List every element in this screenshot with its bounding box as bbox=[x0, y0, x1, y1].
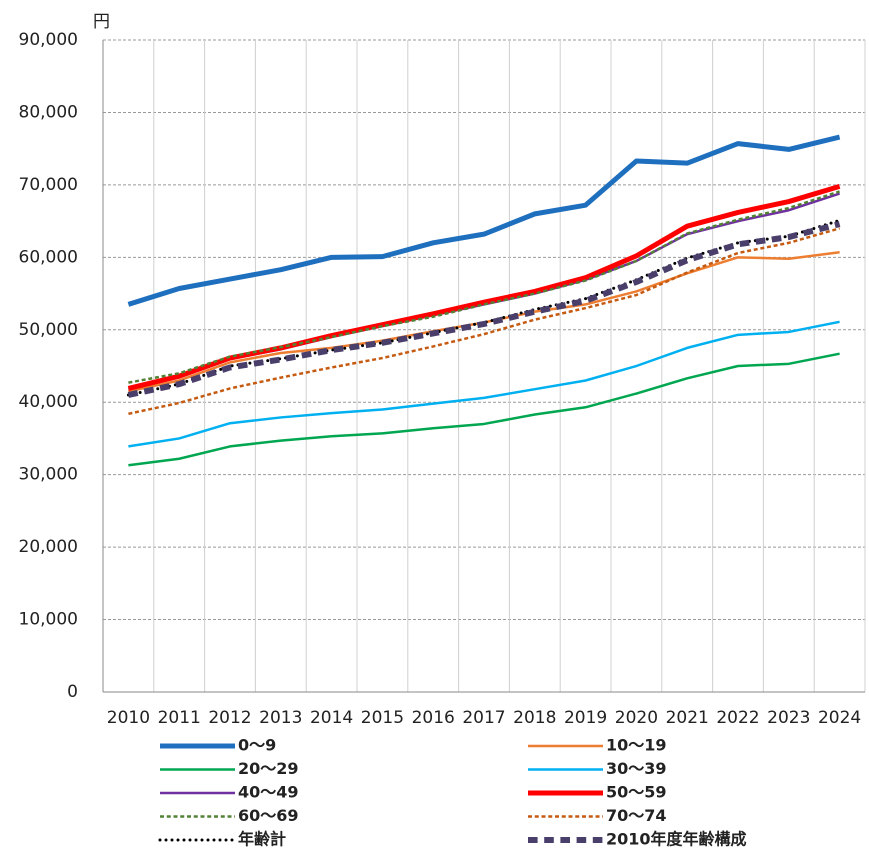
x-tick-label: 2012 bbox=[208, 708, 251, 728]
x-tick-label: 2016 bbox=[412, 708, 455, 728]
x-tick-label: 2022 bbox=[716, 708, 759, 728]
legend-label: 60〜69 bbox=[238, 806, 299, 825]
y-tick-label: 0 bbox=[67, 682, 78, 702]
legend-label: 70〜74 bbox=[606, 806, 667, 825]
legend-label: 10〜19 bbox=[606, 736, 667, 755]
x-tick-label: 2011 bbox=[158, 708, 201, 728]
x-tick-label: 2017 bbox=[462, 708, 505, 728]
legend-label: 年齢計 bbox=[238, 830, 286, 848]
legend: 0〜9 10〜19 20〜29 30〜39 40〜49 50〜59 60〜69 70〜74 年齢… bbox=[158, 736, 747, 848]
x-tick-label: 2015 bbox=[361, 708, 404, 728]
legend-label: 30〜39 bbox=[606, 759, 667, 778]
legend-label: 2010年度年齢構成 bbox=[606, 830, 747, 848]
y-axis-unit: 円 bbox=[93, 12, 110, 32]
x-tick-label: 2013 bbox=[259, 708, 302, 728]
legend-label: 50〜59 bbox=[606, 783, 667, 802]
x-tick-label: 2018 bbox=[513, 708, 556, 728]
y-tick-label: 40,000 bbox=[19, 392, 78, 412]
series-line bbox=[126, 218, 842, 397]
series-line bbox=[128, 320, 840, 448]
x-tick-label: 2024 bbox=[818, 708, 861, 728]
y-tick-label: 60,000 bbox=[19, 247, 78, 267]
series-line bbox=[128, 227, 840, 416]
series-line bbox=[127, 183, 841, 391]
series-line bbox=[128, 192, 840, 391]
y-tick-label: 70,000 bbox=[19, 175, 78, 195]
legend-label: 20〜29 bbox=[238, 759, 299, 778]
x-tick-label: 2019 bbox=[564, 708, 607, 728]
x-tick-label: 2023 bbox=[767, 708, 810, 728]
y-tick-label: 10,000 bbox=[19, 610, 78, 630]
series-line bbox=[128, 190, 840, 384]
y-tick-label: 90,000 bbox=[19, 30, 78, 50]
y-tick-label: 80,000 bbox=[19, 102, 78, 122]
y-tick-label: 20,000 bbox=[19, 537, 78, 557]
series-line bbox=[127, 134, 841, 307]
y-tick-label: 30,000 bbox=[19, 465, 78, 485]
x-tick-label: 2020 bbox=[615, 708, 658, 728]
x-tick-label: 2014 bbox=[310, 708, 353, 728]
x-tick-label: 2021 bbox=[666, 708, 709, 728]
y-tick-label: 50,000 bbox=[19, 320, 78, 340]
series-line bbox=[127, 221, 841, 398]
series-line bbox=[128, 352, 840, 467]
x-tick-label: 2010 bbox=[107, 708, 150, 728]
legend-label: 40〜49 bbox=[238, 783, 299, 802]
legend-label: 0〜9 bbox=[238, 736, 276, 755]
